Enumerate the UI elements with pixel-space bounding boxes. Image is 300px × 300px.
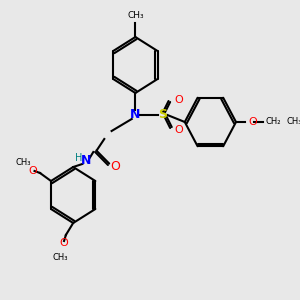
Text: O: O xyxy=(28,166,37,176)
Text: O: O xyxy=(111,160,121,173)
Text: H: H xyxy=(75,153,82,163)
Text: CH₃: CH₃ xyxy=(286,118,300,127)
Text: S: S xyxy=(158,109,167,122)
Text: CH₂: CH₂ xyxy=(265,118,281,127)
Text: O: O xyxy=(60,238,68,248)
Text: CH₃: CH₃ xyxy=(127,11,144,20)
Text: N: N xyxy=(130,109,141,122)
Text: CH₃: CH₃ xyxy=(52,253,68,262)
Text: N: N xyxy=(81,154,91,166)
Text: CH₃: CH₃ xyxy=(16,158,31,167)
Text: O: O xyxy=(248,117,256,127)
Text: O: O xyxy=(175,125,184,135)
Text: O: O xyxy=(175,95,184,105)
